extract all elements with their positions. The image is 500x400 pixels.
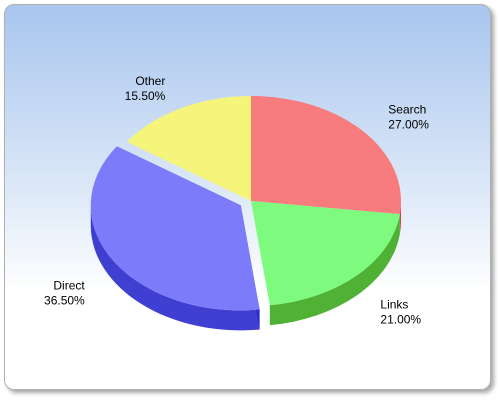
pie-slice-wall-search — [399, 202, 401, 235]
pie-slice-search[interactable] — [251, 96, 401, 215]
slice-value-links: 21.00% — [380, 313, 421, 327]
pie-slice-other[interactable] — [126, 96, 251, 201]
chart-frame: Search 27.00% Links 21.00% Direct 36.50% Other… — [4, 4, 491, 390]
slice-value-search: 27.00% — [388, 117, 429, 131]
pie-slices — [90, 96, 401, 331]
slice-label-search: Search — [388, 102, 426, 116]
slice-value-direct: 36.50% — [44, 293, 85, 307]
slice-label-other: Other — [135, 74, 165, 88]
slice-label-links: Links — [380, 298, 408, 312]
pie-slice-wall-direct — [90, 206, 260, 331]
pie-slice-direct[interactable] — [90, 146, 260, 311]
pie-slice-links[interactable] — [251, 201, 400, 306]
slice-value-other: 15.50% — [125, 89, 166, 103]
slice-label-direct: Direct — [53, 278, 85, 292]
pie-slice-wall-links — [269, 214, 400, 326]
